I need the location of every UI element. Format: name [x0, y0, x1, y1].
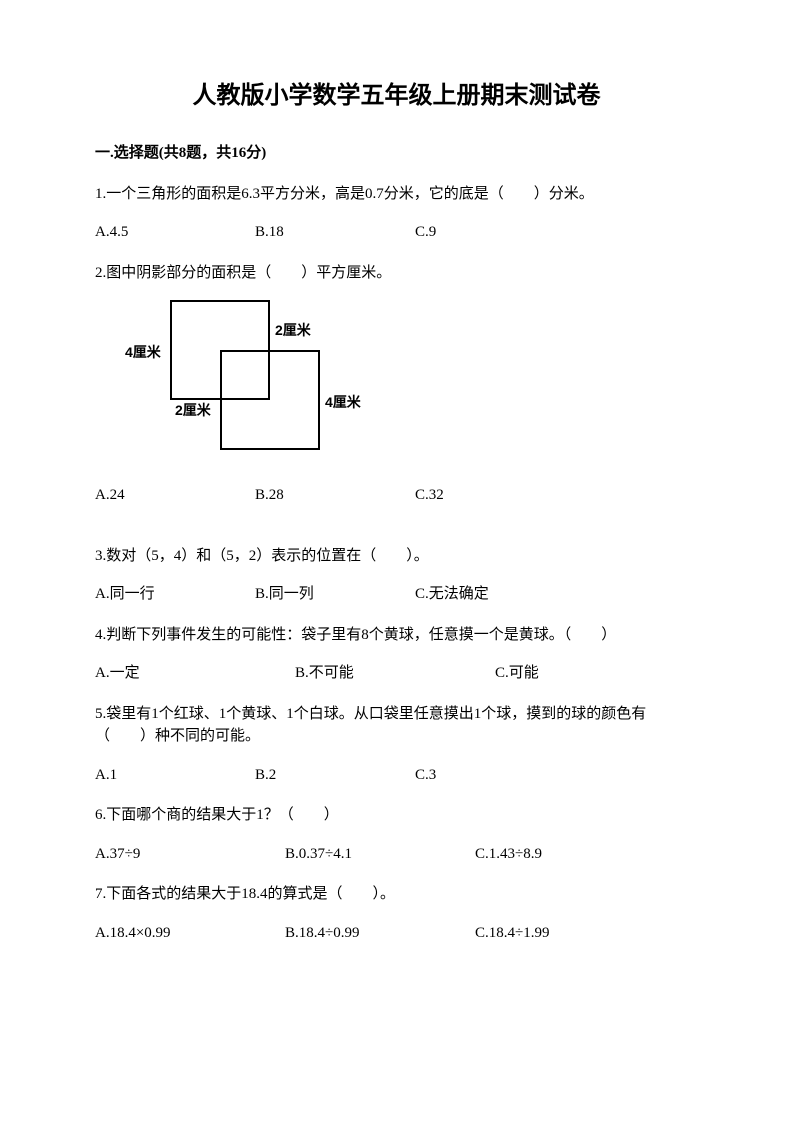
question-1-options: A.4.5 B.18 C.9 — [95, 221, 698, 244]
question-2-text: 2.图中阴影部分的面积是（ ）平方厘米。 — [95, 262, 698, 285]
option-c: C.无法确定 — [415, 583, 575, 606]
question-5: 5.袋里有1个红球、1个黄球、1个白球。从口袋里任意摸出1个球，摸到的球的颜色有… — [95, 703, 698, 787]
option-a: A.同一行 — [95, 583, 255, 606]
question-7-options: A.18.4×0.99 B.18.4÷0.99 C.18.4÷1.99 — [95, 922, 698, 945]
diagram-label-right: 4厘米 — [325, 392, 361, 413]
question-2: 2.图中阴影部分的面积是（ ）平方厘米。 2厘米 4厘米 4厘米 2厘米 A.2… — [95, 262, 698, 507]
question-2-options: A.24 B.28 C.32 — [95, 484, 698, 507]
option-c: C.9 — [415, 221, 575, 244]
section-header: 一.选择题(共8题，共16分) — [95, 142, 698, 165]
question-5-options: A.1 B.2 C.3 — [95, 764, 698, 787]
option-c: C.1.43÷8.9 — [475, 843, 665, 866]
option-b: B.0.37÷4.1 — [285, 843, 475, 866]
question-4-text: 4.判断下列事件发生的可能性：袋子里有8个黄球，任意摸一个是黄球。（ ） — [95, 624, 698, 647]
option-c: C.18.4÷1.99 — [475, 922, 665, 945]
page-title: 人教版小学数学五年级上册期末测试卷 — [95, 78, 698, 114]
option-c: C.可能 — [495, 662, 695, 685]
question-3-options: A.同一行 B.同一列 C.无法确定 — [95, 583, 698, 606]
question-7: 7.下面各式的结果大于18.4的算式是（ ）。 A.18.4×0.99 B.18… — [95, 883, 698, 944]
question-6: 6.下面哪个商的结果大于1？（ ） A.37÷9 B.0.37÷4.1 C.1.… — [95, 804, 698, 865]
option-b: B.28 — [255, 484, 415, 507]
option-b: B.18.4÷0.99 — [285, 922, 475, 945]
question-6-options: A.37÷9 B.0.37÷4.1 C.1.43÷8.9 — [95, 843, 698, 866]
question-3-text: 3.数对（5，4）和（5，2）表示的位置在（ ）。 — [95, 545, 698, 568]
option-b: B.18 — [255, 221, 415, 244]
question-2-diagram: 2厘米 4厘米 4厘米 2厘米 — [125, 300, 698, 460]
question-1: 1.一个三角形的面积是6.3平方分米，高是0.7分米，它的底是（ ）分米。 A.… — [95, 183, 698, 244]
option-b: B.不可能 — [295, 662, 495, 685]
option-b: B.同一列 — [255, 583, 415, 606]
question-3: 3.数对（5，4）和（5，2）表示的位置在（ ）。 A.同一行 B.同一列 C.… — [95, 545, 698, 606]
option-a: A.37÷9 — [95, 843, 285, 866]
question-7-text: 7.下面各式的结果大于18.4的算式是（ ）。 — [95, 883, 698, 906]
diagram-label-top: 2厘米 — [275, 320, 311, 341]
option-b: B.2 — [255, 764, 415, 787]
option-a: A.24 — [95, 484, 255, 507]
option-a: A.4.5 — [95, 221, 255, 244]
diagram-overlap — [222, 352, 270, 400]
option-a: A.1 — [95, 764, 255, 787]
question-5-text: 5.袋里有1个红球、1个黄球、1个白球。从口袋里任意摸出1个球，摸到的球的颜色有… — [95, 703, 698, 748]
question-1-text: 1.一个三角形的面积是6.3平方分米，高是0.7分米，它的底是（ ）分米。 — [95, 183, 698, 206]
diagram-label-left: 4厘米 — [125, 342, 161, 363]
option-c: C.32 — [415, 484, 575, 507]
question-6-text: 6.下面哪个商的结果大于1？（ ） — [95, 804, 698, 827]
question-4: 4.判断下列事件发生的可能性：袋子里有8个黄球，任意摸一个是黄球。（ ） A.一… — [95, 624, 698, 685]
option-a: A.一定 — [95, 662, 295, 685]
question-4-options: A.一定 B.不可能 C.可能 — [95, 662, 698, 685]
diagram-label-bottom: 2厘米 — [175, 400, 211, 421]
option-c: C.3 — [415, 764, 575, 787]
option-a: A.18.4×0.99 — [95, 922, 285, 945]
